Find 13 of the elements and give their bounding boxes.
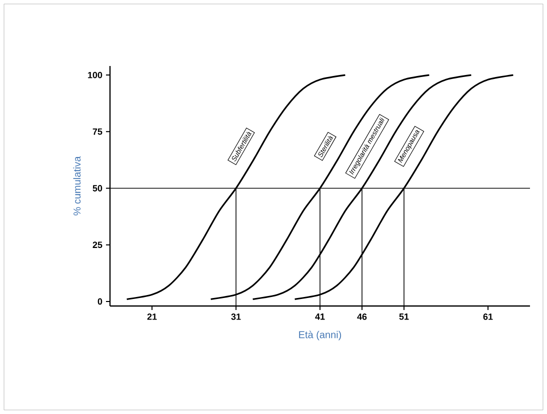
x-tick-label: 31 <box>231 314 241 320</box>
y-tick-label: 75 <box>92 128 102 135</box>
y-axis-title: % cumulativa <box>73 156 81 216</box>
y-tick-label: 100 <box>88 72 102 78</box>
x-tick-label: 21 <box>147 314 157 320</box>
x-tick-label: 46 <box>357 314 367 320</box>
y-tick-label: 25 <box>92 242 102 248</box>
x-axis-title: Età (anni) <box>299 330 342 340</box>
x-tick-label: 61 <box>483 314 493 320</box>
x-tick-label: 41 <box>315 314 325 320</box>
y-tick-label: 50 <box>92 185 102 192</box>
x-tick-label: 51 <box>399 314 409 320</box>
y-tick-label: 0 <box>98 298 102 305</box>
